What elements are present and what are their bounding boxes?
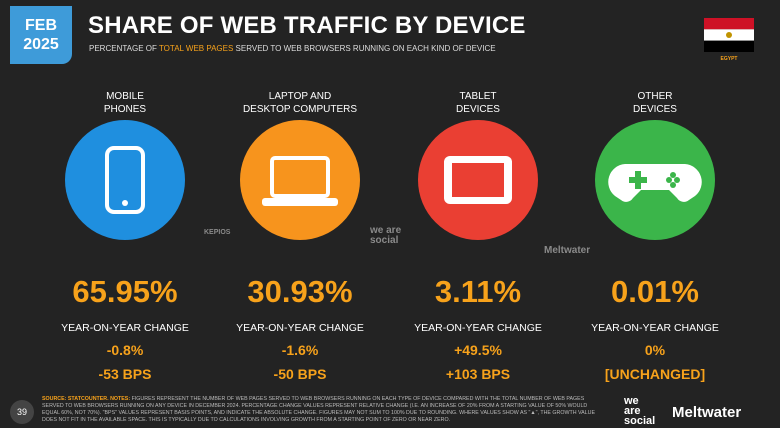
- country: EGYPT: [720, 56, 738, 62]
- device-share: 3.11%: [434, 274, 522, 309]
- change-value: 0%: [644, 342, 666, 358]
- device-label: LAPTOP AND DESKTOP COMPUTERS: [210, 90, 390, 116]
- icon-gamepad-button: [666, 177, 672, 183]
- icon-gamepad: [608, 164, 702, 202]
- notes-text: FIGURES REPRESENT THE NUMBER OF WEB PAGE…: [42, 396, 595, 423]
- subtitle-part: PERCENTAGE OF: [89, 44, 159, 53]
- device-share: 30.93%: [247, 274, 353, 309]
- change-bps: [UNCHANGED]: [604, 366, 706, 382]
- icon-gamepad-button: [674, 177, 680, 183]
- icon-laptop: [270, 156, 330, 198]
- flag-stripe: [704, 18, 754, 30]
- change-bps: -50 BPS: [273, 366, 327, 382]
- change-label: YEAR-ON-YEAR CHANGE: [414, 322, 542, 334]
- change-label: YEAR-ON-YEAR CHANGE: [61, 322, 189, 334]
- date-box: FEB 2025: [10, 6, 72, 64]
- change-bps: +103 BPS: [445, 366, 511, 382]
- icon-phone-button: [122, 200, 128, 206]
- device-label-line: DEVICES: [633, 104, 677, 115]
- device-label-line: OTHER: [637, 91, 673, 102]
- change-bps: -53 BPS: [98, 366, 152, 382]
- date-year: 2025: [23, 36, 59, 53]
- brand: Meltwater: [672, 404, 742, 421]
- device-circle: [240, 120, 360, 240]
- notes-label: NOTES:: [110, 396, 131, 402]
- watermark: Meltwater: [544, 245, 591, 256]
- device-label-line: LAPTOP AND: [268, 91, 332, 102]
- subtitle-highlight: TOTAL WEB PAGES: [158, 44, 234, 53]
- watermark: KEPIOS: [204, 229, 231, 236]
- icon-tablet-screen: [452, 163, 504, 197]
- device-label-line: MOBILE: [106, 91, 144, 102]
- subtitle-part: SERVED TO WEB BROWSERS RUNNING ON EACH K…: [233, 44, 496, 53]
- device-share: 0.01%: [611, 274, 699, 309]
- change-value: +49.5%: [454, 342, 502, 358]
- page-number: 39: [10, 400, 34, 424]
- icon-gamepad-button: [670, 182, 676, 188]
- title: SHARE OF WEB TRAFFIC BY DEVICE: [88, 12, 526, 39]
- icon-gamepad-button: [670, 172, 676, 178]
- icon-laptop-base: [262, 198, 338, 206]
- brand-line: we: [624, 395, 639, 407]
- change-value: -1.6%: [281, 342, 319, 358]
- device-circle: [65, 120, 185, 240]
- notes-source: SOURCE: STATCOUNTER.: [42, 396, 109, 402]
- icon-phone: [105, 146, 145, 214]
- date-month: FEB: [25, 17, 57, 34]
- flag-stripe: [704, 40, 754, 52]
- device-label: OTHER DEVICES: [565, 90, 745, 116]
- device-label-line: DEVICES: [456, 104, 500, 115]
- brand-line: are: [624, 405, 641, 417]
- change-label: YEAR-ON-YEAR CHANGE: [236, 322, 364, 334]
- device-label-line: PHONES: [103, 104, 147, 115]
- icon-gamepad-dpad: [629, 171, 647, 189]
- device-share: 65.95%: [72, 274, 178, 309]
- flag-emblem: [726, 32, 732, 38]
- flag: [704, 18, 754, 52]
- device-label-line: TABLET: [459, 91, 497, 102]
- watermark: we are social: [370, 225, 402, 246]
- device-label: MOBILE PHONES: [35, 90, 215, 116]
- device-label: TABLET DEVICES: [388, 90, 568, 116]
- change-label: YEAR-ON-YEAR CHANGE: [591, 322, 719, 334]
- device-label-line: DESKTOP COMPUTERS: [242, 104, 358, 115]
- change-value: -0.8%: [106, 342, 144, 358]
- notes: SOURCE: STATCOUNTER. NOTES: FIGURES REPR…: [42, 396, 602, 424]
- subtitle: PERCENTAGE OF TOTAL WEB PAGES SERVED TO …: [89, 44, 496, 53]
- brand-line: social: [624, 415, 656, 427]
- brand: we are social: [624, 395, 656, 427]
